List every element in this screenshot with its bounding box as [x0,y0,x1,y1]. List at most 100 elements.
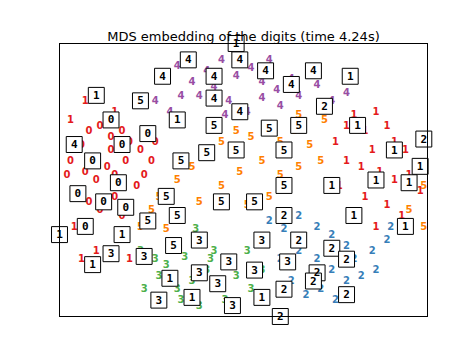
svg-text:4: 4 [211,92,218,105]
svg-text:0: 0 [63,169,70,180]
svg-text:5: 5 [236,166,243,177]
svg-text:4: 4 [177,90,184,101]
svg-text:0: 0 [85,125,92,136]
svg-text:5: 5 [218,180,225,191]
svg-text:1: 1 [351,209,358,222]
svg-text:3: 3 [233,270,240,281]
svg-text:2: 2 [343,275,350,286]
svg-text:0: 0 [108,113,115,126]
svg-text:0: 0 [133,180,140,191]
svg-text:4: 4 [288,78,295,91]
svg-text:0: 0 [89,154,96,167]
svg-text:2: 2 [314,221,321,232]
svg-text:5: 5 [247,131,254,142]
svg-text:1: 1 [93,245,100,256]
svg-text:1: 1 [402,220,409,233]
svg-text:4: 4 [247,62,254,73]
svg-text:1: 1 [332,136,339,147]
svg-text:5: 5 [218,195,225,208]
svg-text:5: 5 [306,139,313,150]
svg-text:5: 5 [321,114,328,125]
svg-text:5: 5 [420,221,427,232]
svg-text:1: 1 [373,174,380,187]
svg-text:4: 4 [211,70,218,83]
svg-text:2: 2 [369,245,376,256]
svg-text:0: 0 [108,144,115,155]
svg-text:3: 3 [177,294,184,305]
svg-text:1: 1 [402,144,409,155]
svg-text:1: 1 [82,95,89,106]
svg-text:0: 0 [111,191,118,202]
svg-text:4: 4 [258,92,265,103]
svg-text:3: 3 [141,283,148,294]
svg-text:1: 1 [372,106,379,117]
svg-text:5: 5 [145,214,152,227]
svg-text:3: 3 [196,234,203,247]
svg-text:5: 5 [196,196,203,207]
svg-text:2: 2 [321,100,328,113]
svg-text:3: 3 [251,264,258,277]
svg-text:5: 5 [203,146,210,159]
svg-text:2: 2 [329,242,336,255]
svg-text:3: 3 [196,266,203,279]
svg-text:1: 1 [384,120,391,131]
svg-text:1: 1 [391,174,398,185]
svg-text:1: 1 [259,291,266,304]
svg-text:1: 1 [369,144,376,155]
svg-text:5: 5 [295,119,302,132]
svg-text:2: 2 [295,210,302,221]
svg-text:0: 0 [122,155,129,166]
svg-text:0: 0 [108,131,115,142]
svg-text:0: 0 [93,174,100,185]
svg-text:4: 4 [314,79,321,90]
svg-text:5: 5 [266,191,273,202]
svg-text:5: 5 [174,209,181,222]
svg-text:0: 0 [145,127,152,140]
svg-text:4: 4 [196,90,203,101]
svg-text:0: 0 [100,195,107,208]
svg-text:3: 3 [141,250,148,263]
svg-text:1: 1 [126,253,133,264]
svg-text:2: 2 [384,234,391,245]
svg-text:2: 2 [328,264,335,275]
svg-text:4: 4 [71,138,78,151]
svg-text:1: 1 [78,253,85,264]
svg-text:5: 5 [170,239,177,252]
svg-text:1: 1 [406,176,413,189]
svg-text:0: 0 [137,144,144,155]
svg-text:2: 2 [358,270,365,281]
svg-text:5: 5 [295,161,302,172]
svg-text:1: 1 [343,120,350,131]
svg-text:5: 5 [211,119,218,132]
svg-text:5: 5 [317,155,324,166]
svg-text:MDS embedding of the digits (t: MDS embedding of the digits (time 4.24s) [107,29,380,44]
svg-text:0: 0 [141,169,148,180]
svg-text:0: 0 [85,196,92,207]
svg-text:1: 1 [354,119,361,132]
svg-text:5: 5 [188,161,195,172]
svg-text:1: 1 [174,113,181,126]
svg-text:1: 1 [361,191,368,202]
svg-text:3: 3 [244,245,251,256]
svg-text:2: 2 [343,240,350,251]
svg-text:4: 4 [218,54,225,65]
svg-text:1: 1 [343,155,350,166]
svg-text:5: 5 [266,122,273,135]
svg-text:0: 0 [119,138,126,151]
svg-text:5: 5 [174,174,181,185]
svg-text:3: 3 [207,253,214,264]
svg-text:1: 1 [67,114,74,125]
svg-text:3: 3 [214,277,221,290]
svg-text:5: 5 [218,136,225,147]
svg-text:0: 0 [75,187,82,200]
svg-text:3: 3 [229,299,236,312]
svg-text:0: 0 [122,201,129,214]
svg-text:1: 1 [358,161,365,172]
svg-text:2: 2 [343,288,350,301]
svg-text:3: 3 [163,259,170,270]
svg-text:5: 5 [281,179,288,192]
svg-text:5: 5 [233,125,240,136]
svg-text:3: 3 [152,253,159,264]
svg-text:3: 3 [108,247,115,260]
svg-text:0: 0 [82,220,89,233]
